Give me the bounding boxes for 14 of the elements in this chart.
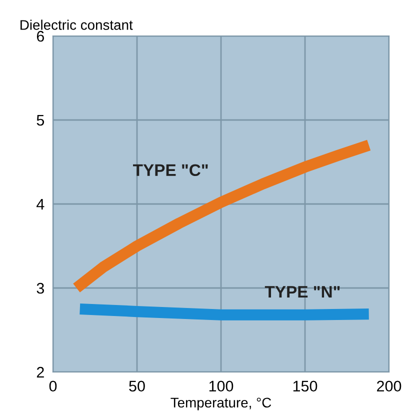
series-label: TYPE "C" [133, 164, 208, 176]
y-tick-label: 2 [36, 366, 44, 378]
y-tick-label: 4 [36, 199, 44, 210]
x-tick-label: 0 [49, 380, 57, 392]
x-tick-label: 200 [377, 380, 402, 392]
y-axis-title: Dielectric constant [20, 20, 133, 30]
x-tick-label: 100 [209, 380, 234, 392]
x-tick-label: 150 [293, 380, 318, 392]
x-axis-title: Temperature, °C [170, 398, 272, 410]
y-tick-label: 6 [36, 30, 44, 42]
x-tick-label: 50 [129, 380, 145, 392]
series-label: TYPE "N" [264, 286, 340, 298]
y-tick-label: 5 [36, 115, 44, 126]
y-tick-label: 3 [36, 282, 44, 294]
